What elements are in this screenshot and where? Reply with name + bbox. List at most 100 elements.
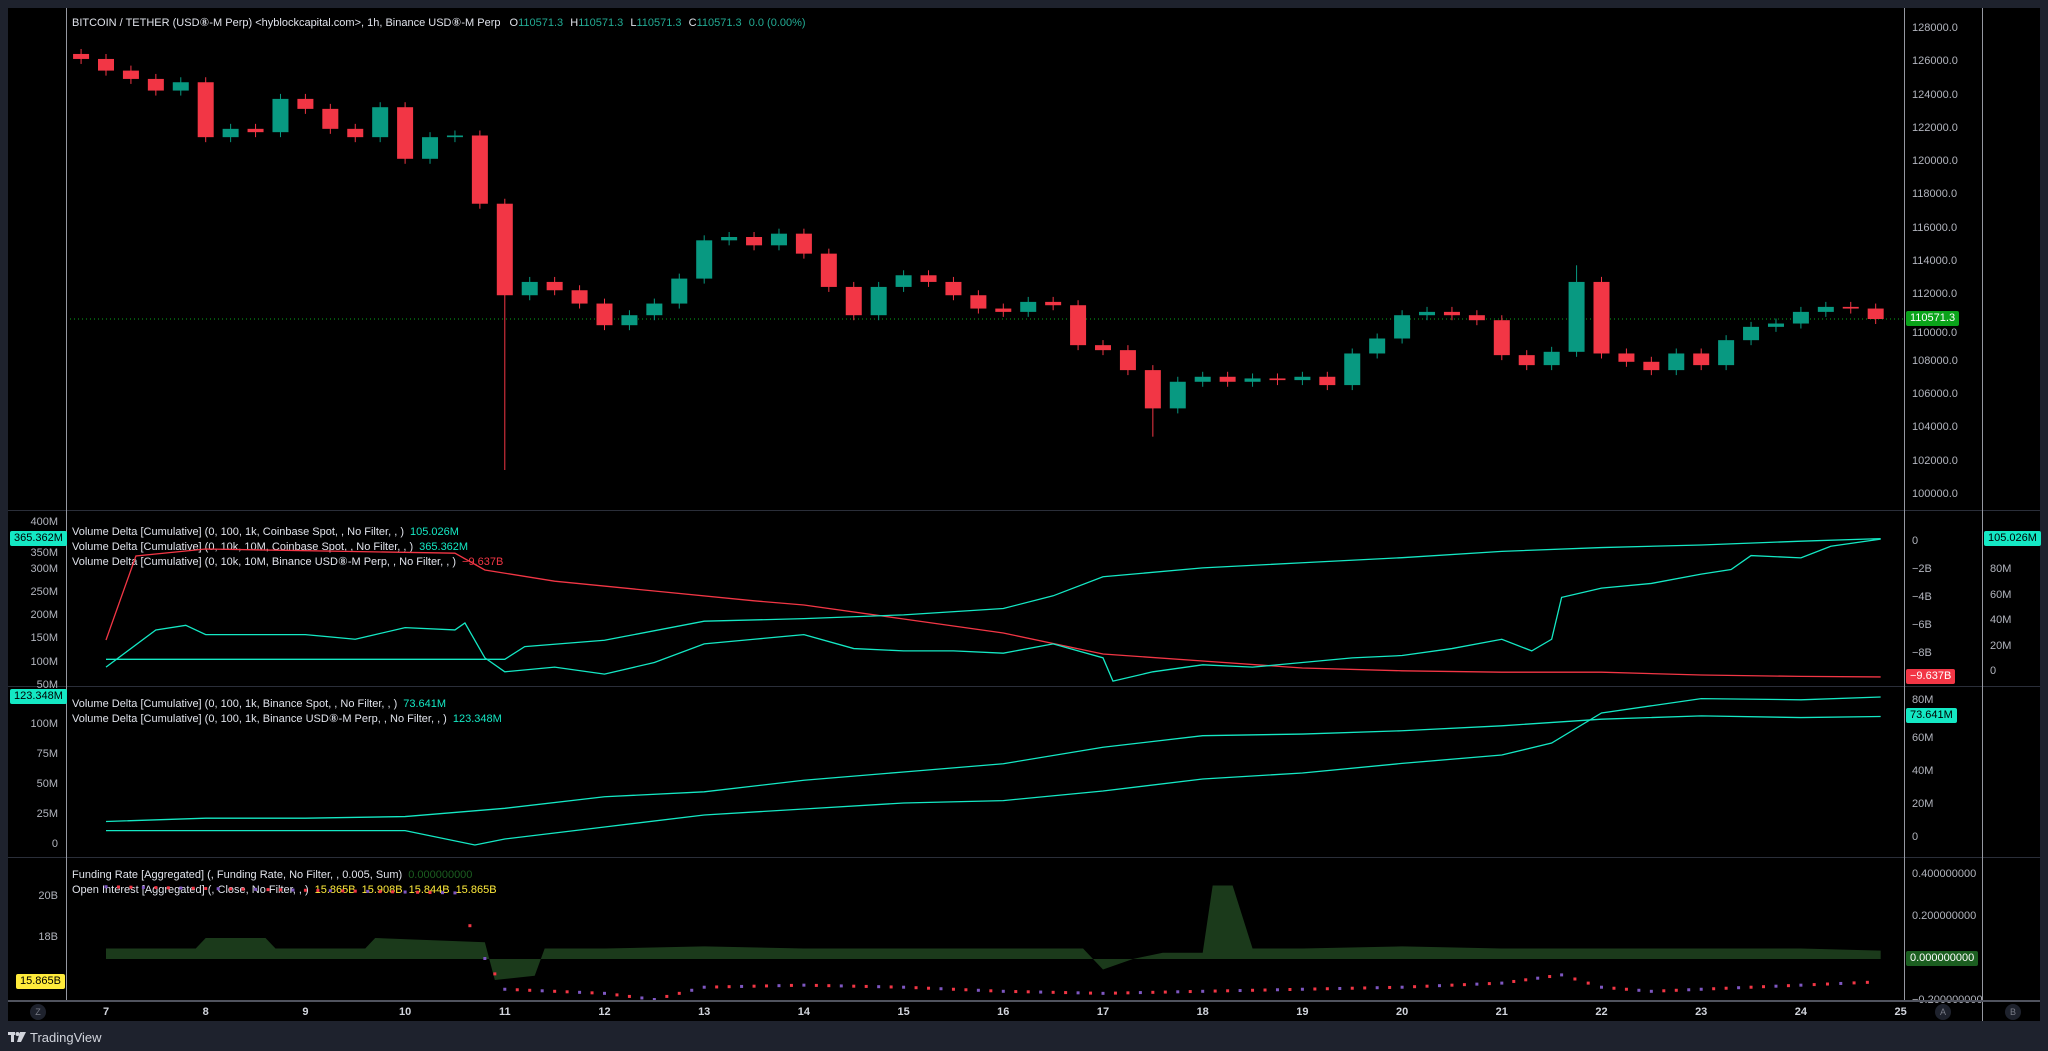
- candle-body: [646, 303, 663, 316]
- oi-candle: [1799, 983, 1803, 987]
- tradingview-logo[interactable]: TradingView: [8, 1030, 102, 1045]
- candle-body: [1194, 376, 1211, 382]
- oi-candle: [976, 988, 980, 992]
- time-tick: 8: [202, 1006, 209, 1018]
- right-value-tag: 73.641M: [1906, 708, 1957, 724]
- oi-candle: [927, 986, 931, 990]
- inner-right-tick: −4B: [1912, 591, 1932, 603]
- oi-candle: [839, 984, 843, 988]
- candle-body: [222, 128, 239, 138]
- oi-candle: [483, 957, 487, 960]
- oi-candle: [553, 989, 557, 993]
- candle-body: [1419, 311, 1436, 316]
- left-tick: 250M: [30, 585, 58, 598]
- oi-candle: [1600, 985, 1603, 989]
- candle-body: [870, 286, 887, 316]
- legend-value: 105.026M: [410, 526, 459, 538]
- candle-body: [122, 70, 139, 79]
- legend-row[interactable]: Volume Delta [Cumulative] (0, 10k, 10M, …: [72, 540, 503, 555]
- candle-body: [546, 281, 563, 291]
- oi-candle: [291, 888, 295, 892]
- oi-candle: [1363, 986, 1367, 990]
- left-axis-divider: [66, 8, 67, 1000]
- legend-title: Volume Delta [Cumulative] (0, 10k, 10M, …: [72, 556, 457, 568]
- oi-candle: [154, 886, 158, 890]
- candle-body: [945, 281, 962, 296]
- oi-candle: [1662, 989, 1666, 993]
- legend-row[interactable]: Volume Delta [Cumulative] (0, 10k, 10M, …: [72, 555, 503, 570]
- candle-body: [1045, 301, 1062, 306]
- price-tick: 102000.0: [1912, 454, 1958, 467]
- inner-right-tick: −6B: [1912, 619, 1932, 631]
- oi-candle: [341, 889, 345, 893]
- oi-candle: [1275, 988, 1279, 992]
- candle-body: [1095, 345, 1111, 351]
- price-chart[interactable]: [66, 8, 1904, 510]
- oi-candle: [1687, 988, 1691, 992]
- oi-candle: [366, 889, 370, 893]
- oi-candle: [1825, 982, 1829, 986]
- volume-delta-pane-1[interactable]: Volume Delta [Cumulative] (0, 100, 1k, C…: [8, 511, 2041, 691]
- oi-candle: [765, 984, 769, 988]
- candle-body: [1842, 306, 1859, 309]
- legend-row[interactable]: Volume Delta [Cumulative] (0, 100, 1k, C…: [72, 525, 503, 540]
- oi-candle: [578, 990, 582, 994]
- candle-body: [1244, 378, 1261, 382]
- price-tick: 128000.0: [1912, 22, 1958, 34]
- open-label: O: [509, 17, 519, 29]
- candle-body: [1169, 381, 1186, 409]
- oi-candle: [1450, 983, 1454, 987]
- candle-body: [1743, 326, 1760, 341]
- zoom-reset-button[interactable]: Z: [30, 1004, 46, 1020]
- oi-candle: [1612, 986, 1616, 990]
- candle-body: [1394, 315, 1411, 339]
- price-pane[interactable]: BITCOIN / TETHER (USD⑧-M Perp) <hyblockc…: [8, 8, 2040, 511]
- oi-candle: [1375, 986, 1379, 990]
- oi-candle: [627, 994, 631, 998]
- auto-scale-button[interactable]: A: [1935, 1004, 1951, 1020]
- volume-delta-pane-2[interactable]: Volume Delta [Cumulative] (0, 100, 1k, B…: [8, 687, 2040, 858]
- time-tick: 10: [398, 1006, 412, 1018]
- price-tick: 108000.0: [1912, 354, 1958, 367]
- candle-body: [571, 290, 588, 304]
- candle-body: [795, 233, 812, 254]
- candle-body: [372, 107, 389, 138]
- vd-binance-perp-line: [106, 696, 1881, 846]
- oi-candle: [1548, 975, 1552, 979]
- time-tick: 7: [102, 1006, 110, 1018]
- oi-candle: [1300, 987, 1304, 991]
- time-axis[interactable]: Z A B 7 8 9 10 11 12 13 14 15 16 17 18 19 20 21 22 23 24 2…: [8, 1000, 2040, 1023]
- inner-right-tick: −2B: [1912, 563, 1932, 575]
- oi-candle: [1325, 987, 1329, 991]
- candle-body: [696, 240, 713, 279]
- funding-oi-chart[interactable]: [66, 858, 1904, 1000]
- oi-candle: [1637, 988, 1641, 992]
- scale-b-button[interactable]: B: [2005, 1004, 2021, 1020]
- time-tick: 22: [1595, 1006, 1608, 1018]
- legend-row[interactable]: Volume Delta [Cumulative] (0, 100, 1k, B…: [72, 712, 502, 727]
- volume-delta-chart-1[interactable]: [66, 511, 1904, 686]
- funding-oi-pane[interactable]: Funding Rate [Aggregated] (, Funding Rat…: [8, 858, 2040, 1006]
- oi-candle: [1512, 979, 1516, 983]
- oi-candle: [266, 888, 270, 892]
- oi-candle: [1201, 989, 1205, 993]
- time-tick: 15: [897, 1006, 910, 1018]
- oi-candle: [864, 984, 868, 988]
- legend-row[interactable]: Volume Delta [Cumulative] (0, 100, 1k, B…: [72, 697, 502, 712]
- candle-body: [1618, 353, 1635, 362]
- oi-candle: [814, 983, 818, 987]
- time-tick: 17: [1096, 1006, 1110, 1018]
- price-tick: 114000.0: [1912, 254, 1958, 267]
- volume-delta-chart-2[interactable]: [66, 687, 1904, 857]
- candle-body: [471, 135, 488, 204]
- left-tick: 75M: [36, 748, 58, 760]
- legend-value: 365.362M: [419, 541, 469, 553]
- candle-body: [446, 135, 463, 138]
- time-tick: 25: [1894, 1006, 1907, 1018]
- candle-body: [1767, 323, 1784, 327]
- left-tick: 350M: [30, 547, 58, 560]
- oi-candle: [1624, 987, 1628, 991]
- left-tick: 100M: [30, 655, 58, 668]
- legend-row[interactable]: Funding Rate [Aggregated] (, Funding Rat…: [72, 868, 497, 883]
- high-label: H: [570, 17, 579, 29]
